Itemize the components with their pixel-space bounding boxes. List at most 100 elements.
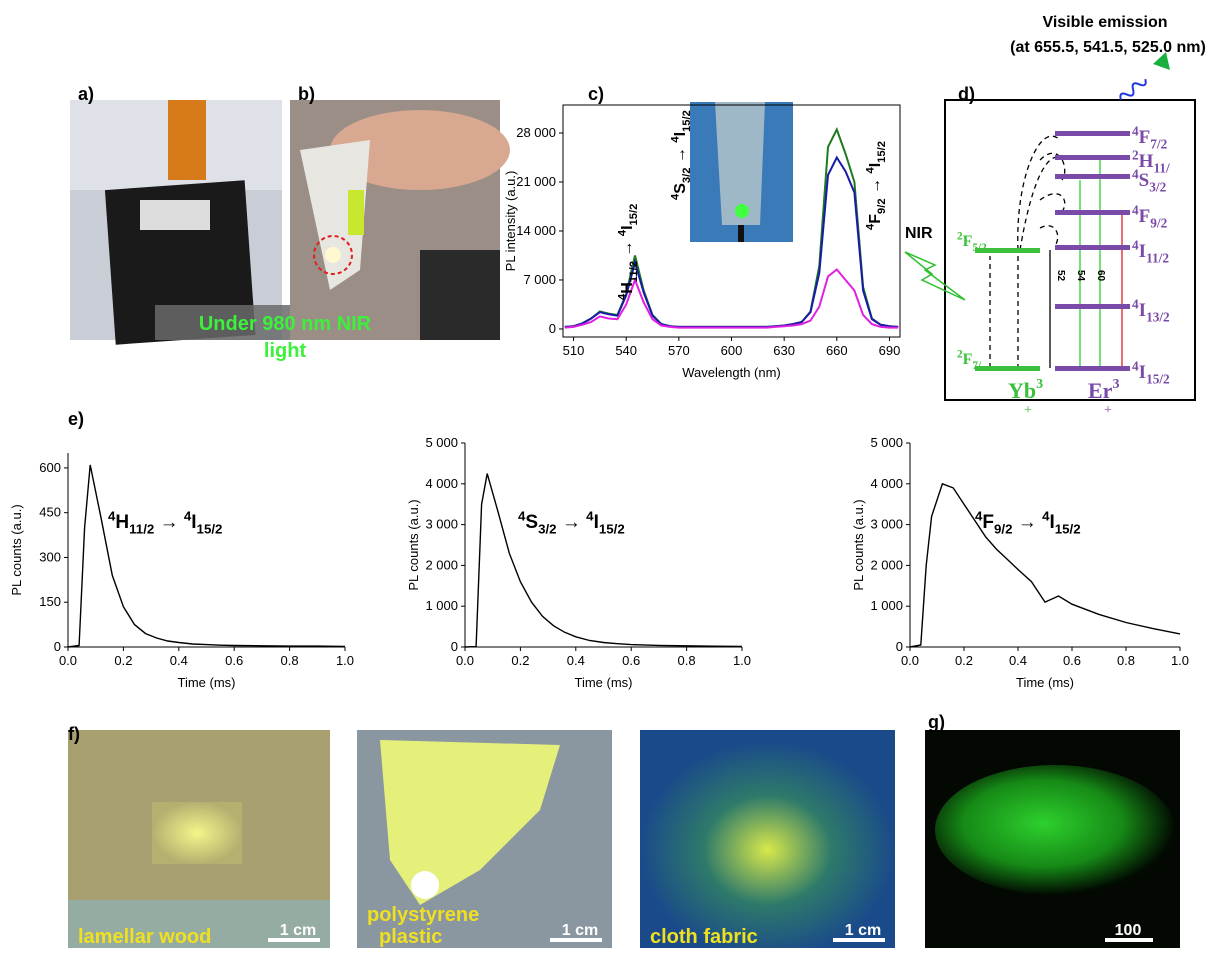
term-part: 11/2 [1146, 251, 1169, 266]
y-tick-label: 21 000 [516, 174, 556, 189]
term-part: 4 [617, 229, 629, 236]
term-part: → [154, 512, 184, 533]
nir-label: NIR [905, 225, 933, 242]
term-part: 4 [1132, 237, 1139, 252]
x-tick-label: 0.6 [225, 653, 243, 668]
term-part: I [1049, 512, 1054, 533]
term-part: → [619, 236, 636, 261]
term-part: 15/2 [681, 110, 693, 132]
x-tick-label: 0.0 [901, 653, 919, 668]
ion-label: Er3 [1088, 377, 1119, 403]
term-part: 7/ [972, 360, 982, 372]
term-part: I [1139, 362, 1146, 383]
x-tick-label: 0.6 [1063, 653, 1081, 668]
x-tick-label: 510 [563, 343, 585, 358]
term-part: 4 [108, 508, 116, 523]
y-tick-label: 150 [39, 594, 61, 609]
panel-label: e) [68, 409, 84, 429]
caption: Under 980 nm NIR [199, 313, 372, 335]
term-part: 4 [1132, 296, 1139, 311]
y-tick-label: 2 000 [870, 557, 903, 572]
term-part: 4 [1132, 123, 1139, 138]
x-tick-label: 0.8 [281, 653, 299, 668]
term-part: 4 [1132, 358, 1139, 373]
term-part: 4 [1042, 508, 1050, 523]
term-part: I [1139, 300, 1146, 321]
term-part: S [1139, 170, 1150, 191]
term-part: 15/2 [1146, 372, 1170, 387]
x-tick-label: 1.0 [336, 653, 354, 668]
term-part: 15/2 [197, 522, 223, 537]
x-tick-label: 0.4 [170, 653, 188, 668]
series-line [67, 464, 346, 648]
caption: light [264, 340, 307, 362]
x-tick-label: 0.4 [567, 653, 585, 668]
term-part: 3/2 [1149, 180, 1166, 195]
photo-caption: polystyrene [367, 904, 479, 926]
diagram-title: Visible emission [1042, 14, 1167, 31]
y-tick-label: 5 000 [425, 435, 458, 450]
term-label: 2F5/2 [957, 231, 987, 254]
panel-label: d) [958, 84, 975, 104]
ion-name: Yb [1008, 378, 1036, 403]
term-label: 4F9/2 [1132, 202, 1168, 230]
x-tick-label: 0.8 [678, 653, 696, 668]
annotation: 4H11/2 → 4I15/2 [617, 204, 640, 300]
photo-caption: lamellar wood [78, 926, 211, 948]
term-part: H [115, 512, 129, 533]
term-part: 4 [586, 508, 594, 523]
panel-label: b) [298, 84, 315, 104]
ion-charge: 3 [1112, 377, 1119, 392]
x-tick-label: 1.0 [1171, 653, 1189, 668]
x-tick-label: 0.6 [622, 653, 640, 668]
term-part: H [1139, 151, 1154, 172]
term-part: 4 [670, 136, 682, 143]
x-tick-label: 690 [879, 343, 901, 358]
term-part: F [963, 351, 973, 368]
series-line [464, 473, 743, 648]
scale-label: 1 cm [562, 922, 598, 939]
y-tick-label: 3 000 [870, 517, 903, 532]
y-tick-label: 4 000 [870, 476, 903, 491]
term-part: H [619, 282, 636, 294]
photo-caption: cloth fabric [650, 926, 758, 948]
term-part: 3/2 [538, 522, 557, 537]
term-label: 2F7/ [957, 349, 982, 372]
photo-a [70, 100, 420, 345]
y-tick-label: 7 000 [523, 272, 556, 287]
x-axis-label: Time (ms) [1016, 675, 1074, 690]
term-label: 4S3/2 [1132, 166, 1167, 194]
y-tick-label: 0 [896, 639, 903, 654]
term-part: 4 [975, 508, 983, 523]
annotation: 4F9/2 → 4I15/2 [865, 141, 888, 230]
term-part: 4 [617, 293, 629, 300]
ion-label: Yb3 [1008, 377, 1043, 403]
y-tick-label: 600 [39, 460, 61, 475]
scale-label: 1 cm [280, 922, 316, 939]
term-part: 5/2 [972, 242, 987, 254]
annotation: 4S3/2 → 4I15/2 [670, 110, 693, 200]
term-part: I [1139, 241, 1146, 262]
x-tick-label: 0.8 [1117, 653, 1135, 668]
annotation: 4H11/2 → 4I15/2 [108, 508, 222, 536]
annotation: 4F9/2 → 4I15/2 [975, 508, 1081, 536]
x-tick-label: 660 [826, 343, 848, 358]
y-tick-label: 2 000 [425, 557, 458, 572]
x-tick-label: 1.0 [733, 653, 751, 668]
ion-charge: + [1024, 403, 1032, 418]
panel-label: f) [68, 724, 80, 744]
y-tick-label: 1 000 [425, 598, 458, 613]
x-axis-label: Time (ms) [574, 675, 632, 690]
scale-bar [550, 938, 602, 942]
term-part: S [672, 183, 689, 194]
term-part: 9/2 [994, 522, 1013, 537]
term-part: 2 [1132, 147, 1139, 162]
term-part: → [557, 512, 587, 533]
photo-b [290, 100, 510, 340]
photo-wood [68, 730, 330, 948]
x-tick-label: 600 [721, 343, 743, 358]
term-part: 4 [184, 508, 192, 523]
term-label: 4I13/2 [1132, 296, 1170, 324]
y-axis-label: PL counts (a.u.) [406, 499, 421, 590]
